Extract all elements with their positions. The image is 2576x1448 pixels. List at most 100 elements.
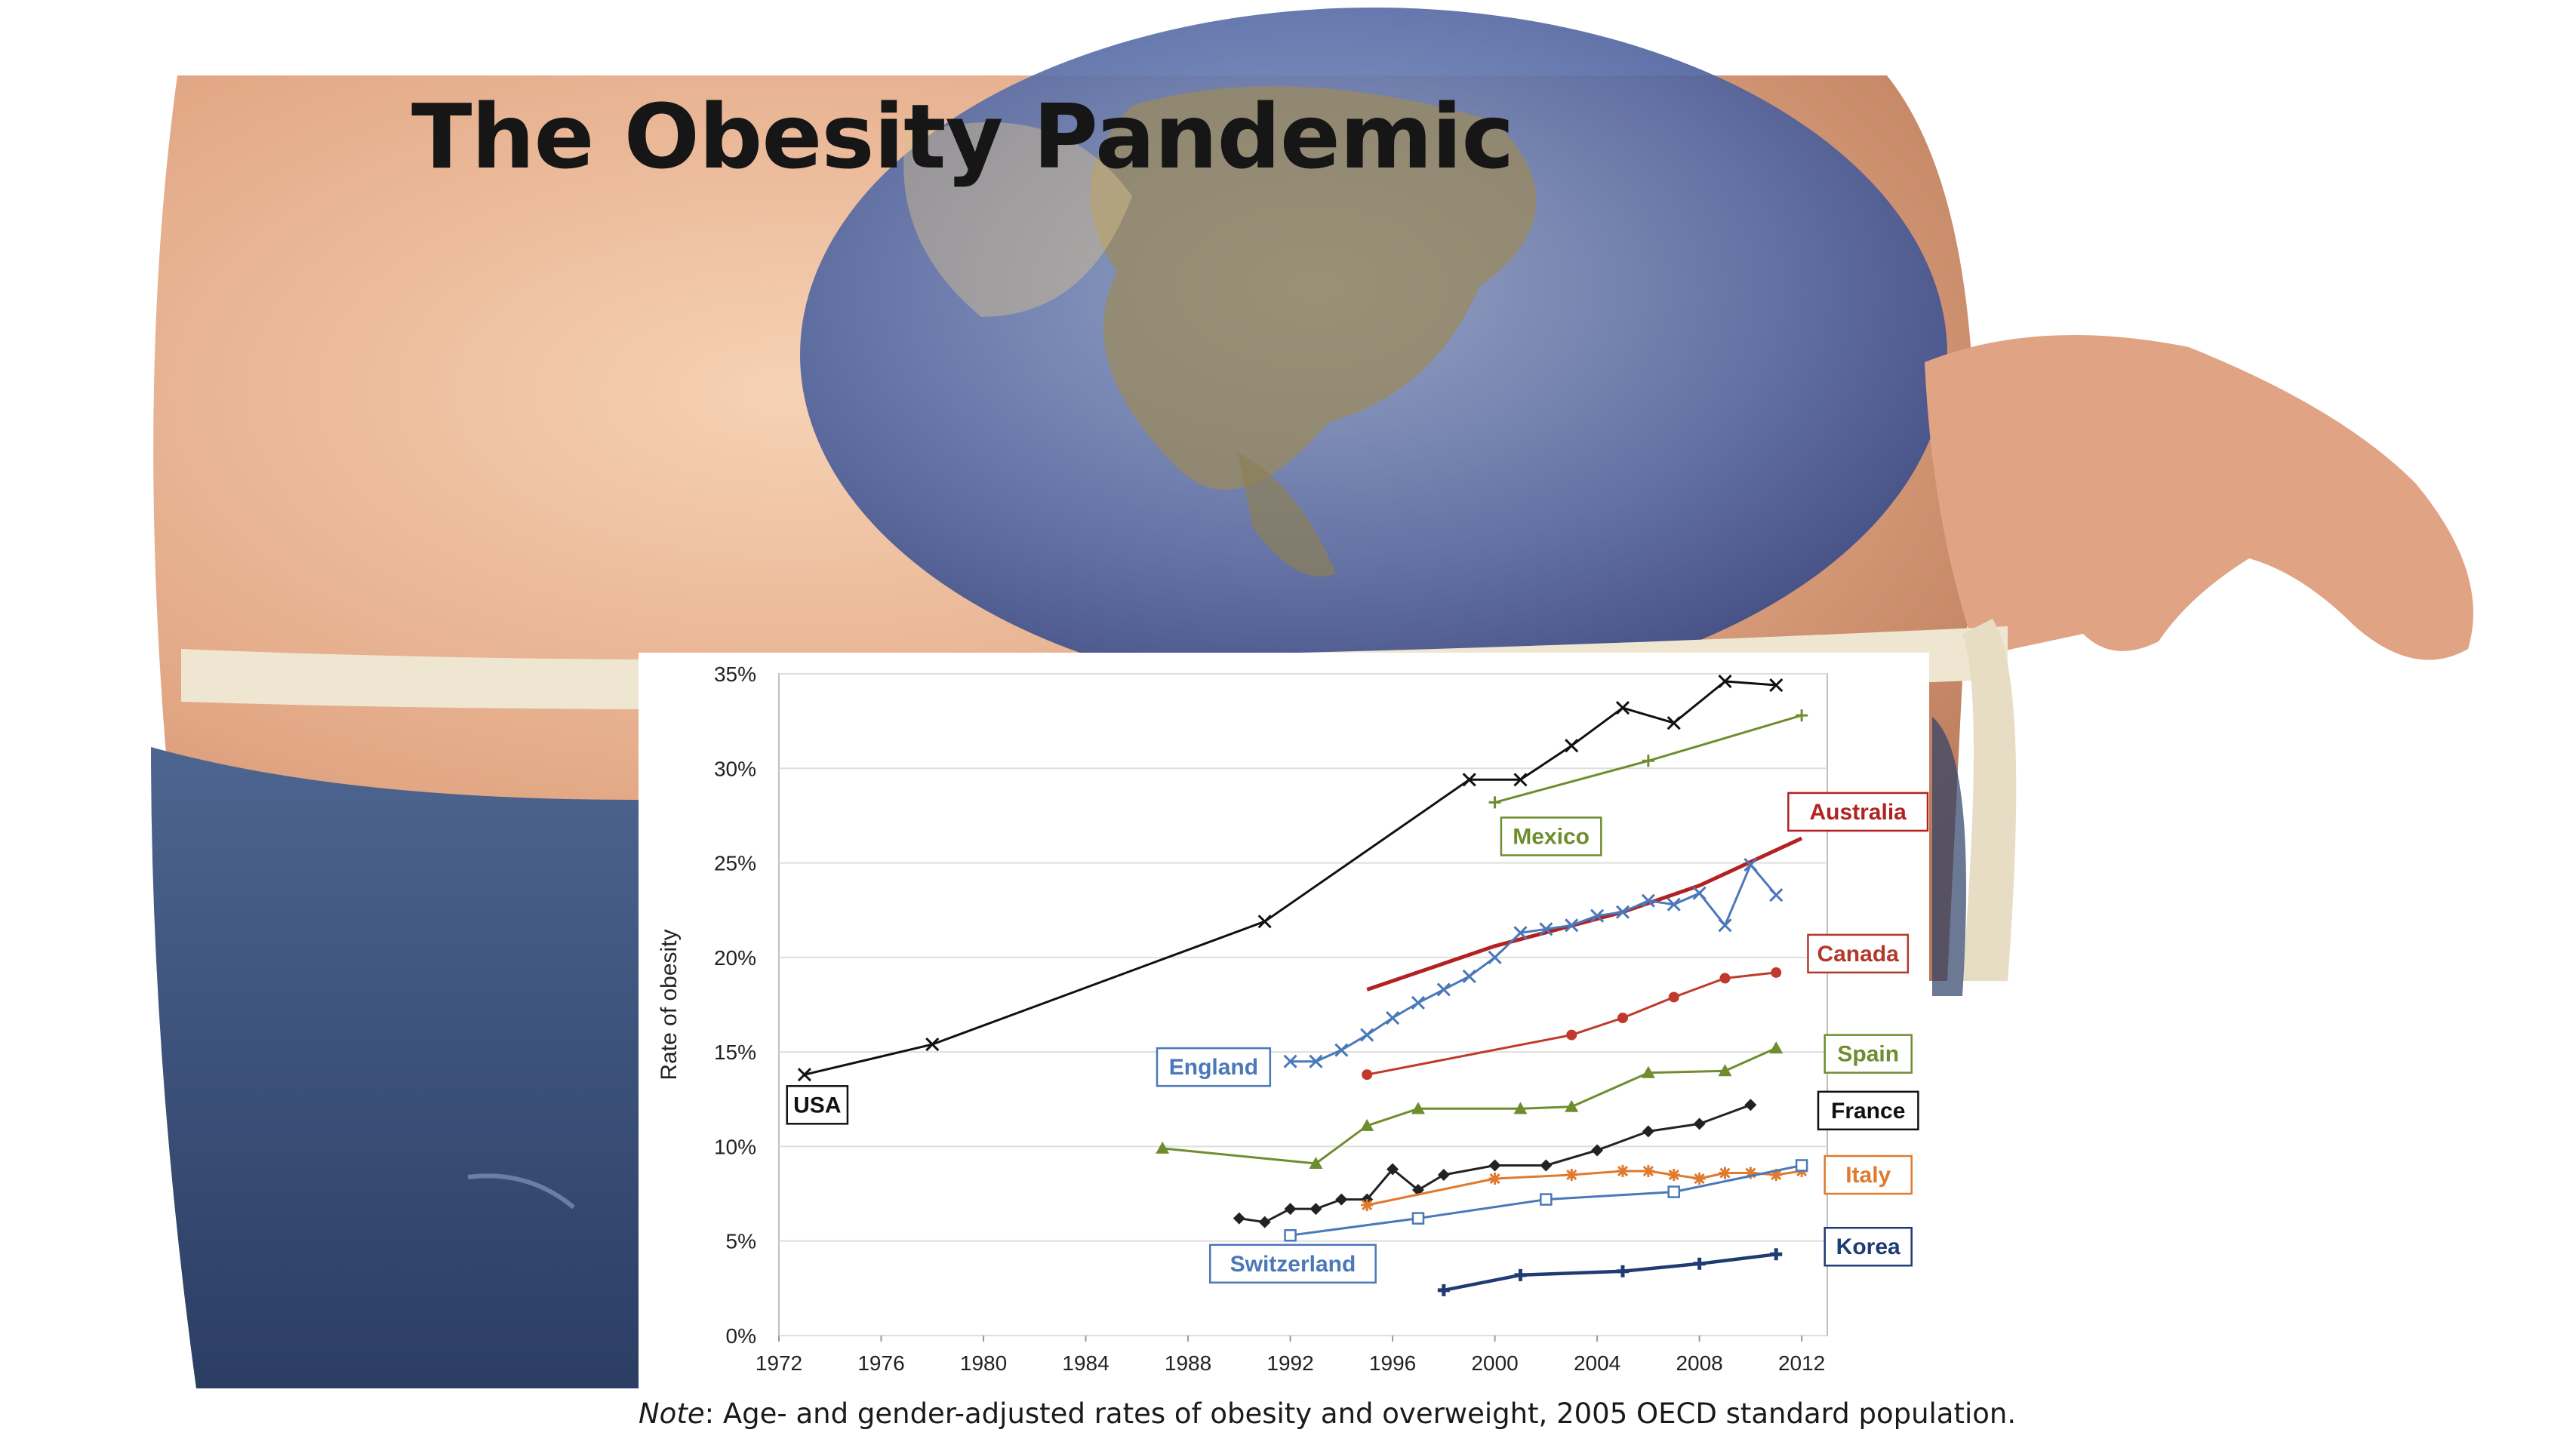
data-point-usa (1513, 773, 1528, 787)
data-point-korea (1437, 1284, 1450, 1296)
data-point-canada (1771, 967, 1782, 978)
data-point-england (1436, 982, 1451, 997)
data-point-usa (1257, 915, 1272, 929)
x-tick-label: 2000 (1471, 1351, 1518, 1375)
series-label-italy: Italy (1845, 1163, 1891, 1188)
data-point-mexico (1488, 796, 1501, 809)
y-axis-label: Rate of obesity (657, 929, 682, 1080)
data-point-usa (1769, 678, 1784, 693)
data-point-switzerland (1411, 1212, 1425, 1225)
obesity-line-chart: 0% 5% 10% 15% 20% 25% 30% 35% 1972 1976 1980 1984 19… (657, 663, 1929, 1375)
data-point-england (1360, 1028, 1374, 1042)
data-point-england (1309, 1054, 1323, 1068)
y-tick-label: 35% (714, 663, 756, 686)
data-point-england (1718, 918, 1732, 933)
data-point-england (1565, 918, 1579, 933)
series-label-spain: Spain (1837, 1042, 1899, 1067)
data-point-korea (1616, 1265, 1629, 1277)
data-point-spain (1156, 1141, 1170, 1154)
data-point-france (1488, 1159, 1501, 1172)
data-point-canada (1719, 973, 1731, 984)
data-point-usa (1565, 739, 1579, 753)
series-label-usa: USA (793, 1093, 841, 1118)
data-point-usa (1615, 701, 1630, 715)
data-point-italy (1488, 1173, 1501, 1185)
x-tick-label: 1984 (1062, 1351, 1109, 1375)
series-label-box-france (1817, 1090, 1919, 1131)
data-point-canada (1668, 991, 1679, 1003)
data-point-italy (1361, 1199, 1374, 1212)
data-point-usa (1667, 716, 1681, 730)
data-point-england (1743, 858, 1758, 872)
data-point-england (1539, 922, 1553, 936)
series-label-france: France (1831, 1099, 1905, 1124)
data-point-italy (1770, 1169, 1783, 1182)
series-line-korea (1443, 1253, 1777, 1293)
series-label-box-italy (1824, 1154, 1913, 1195)
data-point-england (1411, 995, 1426, 1010)
data-point-mexico (1642, 755, 1654, 767)
series-label-box-spain (1824, 1034, 1913, 1074)
data-point-france (1411, 1184, 1424, 1197)
data-point-canada (1362, 1069, 1373, 1081)
data-point-italy (1565, 1169, 1578, 1182)
data-point-korea (1770, 1248, 1783, 1261)
data-point-italy (1719, 1167, 1731, 1179)
data-point-france (1540, 1159, 1553, 1172)
x-tick-label: 2004 (1574, 1351, 1620, 1375)
data-point-france (1386, 1163, 1399, 1176)
y-tick-label: 10% (714, 1135, 756, 1158)
data-point-spain (1309, 1156, 1323, 1169)
series-label-box-canada (1807, 933, 1910, 974)
data-point-italy (1616, 1165, 1629, 1178)
data-point-usa (1718, 674, 1732, 689)
y-tick-label: 15% (714, 1041, 756, 1064)
data-point-usa (797, 1068, 811, 1082)
data-point-spain (1411, 1102, 1425, 1114)
data-point-italy (1744, 1167, 1757, 1179)
data-point-spain (1360, 1118, 1374, 1131)
data-point-usa (1462, 773, 1476, 787)
data-point-spain (1641, 1065, 1655, 1078)
y-tick-label: 0% (726, 1324, 756, 1348)
series-label-mexico: Mexico (1513, 824, 1590, 849)
data-point-switzerland (1540, 1193, 1553, 1206)
data-point-england (1488, 950, 1502, 964)
data-point-italy (1642, 1165, 1654, 1178)
x-tick-label: 1996 (1369, 1351, 1416, 1375)
x-tick-label: 1988 (1165, 1351, 1211, 1375)
x-tick-label: 1980 (960, 1351, 1007, 1375)
data-point-england (1692, 886, 1707, 900)
slide-title: The Obesity Pandemic (411, 85, 1514, 189)
data-point-usa (925, 1038, 940, 1052)
series-label-box-mexico (1500, 816, 1602, 856)
data-point-france (1437, 1169, 1450, 1182)
chart-note: Note: Age- and gender-adjusted rates of … (639, 1397, 2016, 1430)
data-point-korea (1693, 1257, 1706, 1270)
data-point-england (1641, 893, 1655, 908)
data-point-switzerland (1284, 1228, 1297, 1242)
series-line-italy (1366, 1170, 1802, 1207)
x-tick-label: 1992 (1266, 1351, 1313, 1375)
data-point-canada (1566, 1029, 1577, 1041)
series-label-england: England (1169, 1055, 1258, 1080)
data-point-france (1744, 1099, 1757, 1111)
data-point-england (1590, 908, 1605, 923)
series-label-box-switzerland (1208, 1244, 1377, 1284)
series-label-box-korea (1824, 1226, 1913, 1267)
data-point-france (1258, 1216, 1271, 1228)
data-point-france (1233, 1212, 1245, 1225)
data-point-mexico (1796, 709, 1808, 722)
series-label-box-england (1156, 1047, 1272, 1087)
plot-frame (778, 673, 1828, 1336)
data-point-france (1310, 1203, 1322, 1216)
note-prefix: Note (639, 1397, 705, 1430)
series-line-australia (1366, 836, 1803, 991)
data-point-england (1667, 897, 1681, 912)
data-point-spain (1565, 1099, 1579, 1112)
data-point-france (1642, 1125, 1654, 1138)
x-tick-label: 2012 (1778, 1351, 1825, 1375)
data-point-france (1284, 1203, 1297, 1216)
series-label-australia: Australia (1809, 800, 1907, 825)
y-tick-label: 25% (714, 852, 756, 875)
